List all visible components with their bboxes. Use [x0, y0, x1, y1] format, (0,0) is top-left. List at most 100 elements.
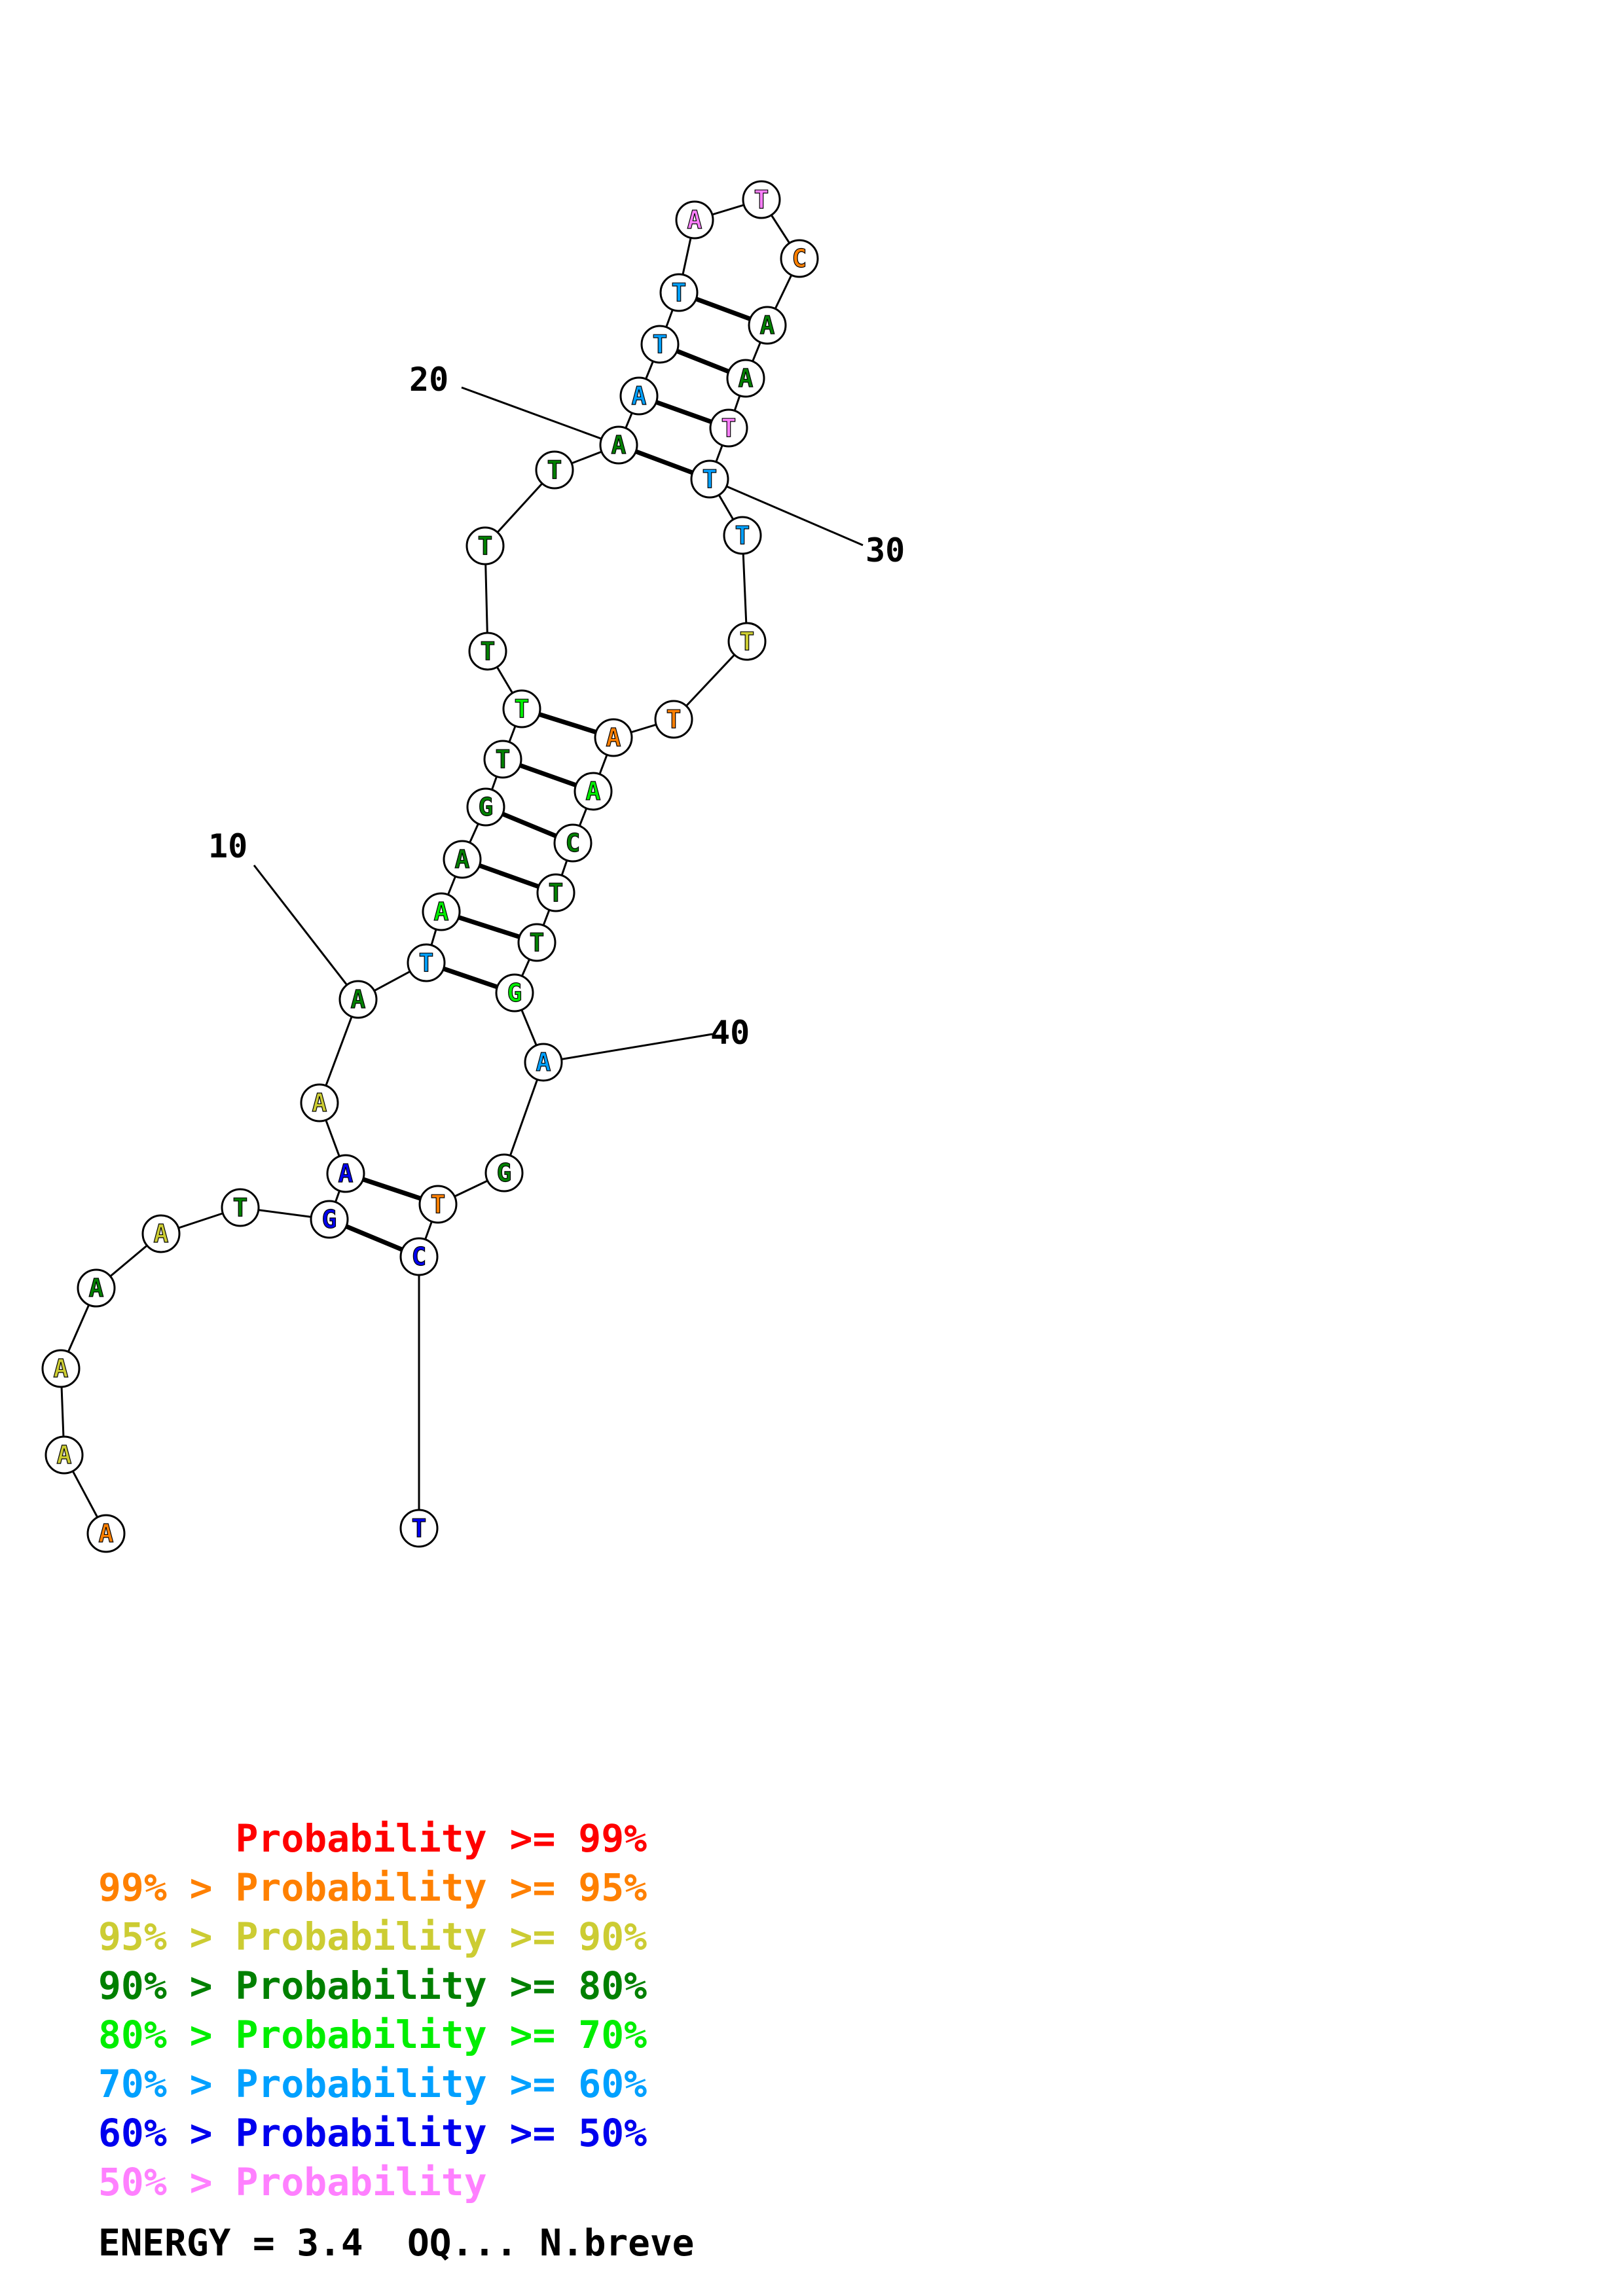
nucleotide: T — [465, 526, 505, 565]
nucleotide-circle — [524, 1043, 563, 1082]
nucleotide-letter: T — [233, 1193, 248, 1222]
nucleotide: A — [748, 306, 787, 345]
nucleotide-letter: T — [530, 928, 545, 957]
nucleotide: T — [536, 873, 575, 912]
nucleotide: A — [45, 1435, 84, 1475]
nucleotide-letter: T — [412, 1514, 427, 1543]
nucleotide-circle — [553, 823, 593, 863]
base-pair-bonds — [328, 290, 769, 1259]
legend-row-1: Probability >= 99% — [98, 1816, 694, 1865]
nucleotide-letter: T — [740, 627, 755, 656]
legend-label: Probability >= 99% — [235, 1816, 647, 1861]
nucleotide: T — [659, 273, 699, 312]
nucleotide-letter: G — [322, 1205, 337, 1234]
position-label: 30 — [866, 531, 905, 569]
nucleotide: A — [594, 718, 633, 757]
nucleotide-circle — [41, 1349, 81, 1388]
legend-label: Probability — [235, 2160, 487, 2204]
nucleotide-letter: A — [312, 1088, 327, 1117]
nucleotide-letter: A — [687, 206, 702, 234]
nucleotide-circle — [338, 980, 378, 1019]
nucleotide-letter: T — [547, 456, 562, 484]
nucleotide-circle — [640, 325, 680, 364]
nucleotide: G — [495, 973, 534, 1013]
nucleotide-letter: T — [735, 521, 750, 550]
nucleotide-letter: T — [549, 878, 564, 907]
position-tick — [543, 1033, 713, 1064]
legend-prefix: 99% > — [98, 1865, 236, 1910]
legend-label: Probability >= 90% — [235, 1914, 647, 1959]
nucleotide-letter: T — [653, 330, 668, 359]
nucleotide: T — [690, 459, 729, 499]
nucleotide-circle — [599, 425, 638, 465]
legend-label: Probability >= 80% — [235, 1964, 647, 2008]
nucleotide: T — [709, 408, 748, 448]
nucleotide-letter: T — [496, 745, 511, 774]
legend-prefix — [98, 1816, 236, 1861]
nucleotide-circle — [465, 526, 505, 565]
nucleotide: T — [727, 622, 767, 661]
nucleotide-circle — [45, 1435, 84, 1475]
nucleotide-circle — [468, 632, 507, 671]
nucleotide: A — [422, 892, 461, 931]
nucleotide-circle — [727, 622, 767, 661]
nucleotide-letter: T — [754, 185, 769, 214]
nucleotide-letter: A — [586, 777, 601, 806]
position-tick-lines — [253, 386, 864, 1064]
legend-prefix: 90% > — [98, 1964, 236, 2008]
nucleotide: T — [535, 450, 574, 490]
nucleotide: A — [599, 425, 638, 465]
nucleotide-letter: A — [338, 1159, 354, 1188]
nucleotide: T — [742, 180, 781, 219]
nucleotide-circle — [659, 273, 699, 312]
nucleotide: A — [443, 840, 482, 879]
position-tick — [461, 386, 619, 446]
nucleotide-letter: A — [632, 382, 647, 410]
nucleotide-letter: A — [611, 431, 627, 459]
nucleotide-circle — [484, 1153, 524, 1193]
nucleotide-letter: T — [721, 414, 737, 442]
nucleotide: A — [326, 1154, 365, 1193]
nucleotide: G — [466, 787, 505, 827]
legend-row-7: 60% > Probability >= 50% — [98, 2111, 694, 2160]
nucleotide: A — [41, 1349, 81, 1388]
nucleotide: T — [502, 689, 541, 728]
position-label: 10 — [208, 827, 247, 865]
nucleotide-circle — [780, 239, 819, 278]
nucleotide-letter: A — [606, 723, 621, 752]
nucleotide-circle — [690, 459, 729, 499]
nucleotide-circle — [399, 1509, 439, 1548]
nucleotide-circle — [418, 1185, 458, 1224]
nucleotide: T — [517, 923, 556, 962]
nucleotide-circle — [310, 1200, 349, 1239]
nucleotide-circle — [675, 200, 714, 240]
nucleotide-circle — [495, 973, 534, 1013]
nucleotide-letter: C — [566, 829, 581, 857]
legend-row-5: 80% > Probability >= 70% — [98, 2013, 694, 2062]
nucleotide-circle — [502, 689, 541, 728]
nucleotide: T — [407, 943, 446, 982]
nucleotide-letter: T — [672, 278, 687, 307]
nucleotide-circle — [574, 772, 613, 811]
nucleotide-letter: A — [455, 845, 470, 874]
nucleotide-circle — [221, 1188, 260, 1227]
position-labels: 10 20 30 40 — [208, 361, 905, 1052]
nucleotide-letter: G — [507, 978, 522, 1007]
nucleotide: T — [418, 1185, 458, 1224]
nucleotide-circle — [594, 718, 633, 757]
nucleotide: T — [483, 740, 522, 779]
nucleotide: A — [619, 376, 659, 416]
nucleotide-circle — [422, 892, 461, 931]
nucleotide: A — [675, 200, 714, 240]
nucleotide: G — [484, 1153, 524, 1193]
nucleotide-circle — [536, 873, 575, 912]
nucleotide-letter: G — [497, 1158, 512, 1187]
nucleotide-letter: A — [54, 1354, 69, 1383]
nucleotide: C — [780, 239, 819, 278]
nucleotide: A — [338, 980, 378, 1019]
nucleotide: A — [574, 772, 613, 811]
legend-prefix: 95% > — [98, 1914, 236, 1959]
nucleotide: T — [723, 516, 762, 555]
